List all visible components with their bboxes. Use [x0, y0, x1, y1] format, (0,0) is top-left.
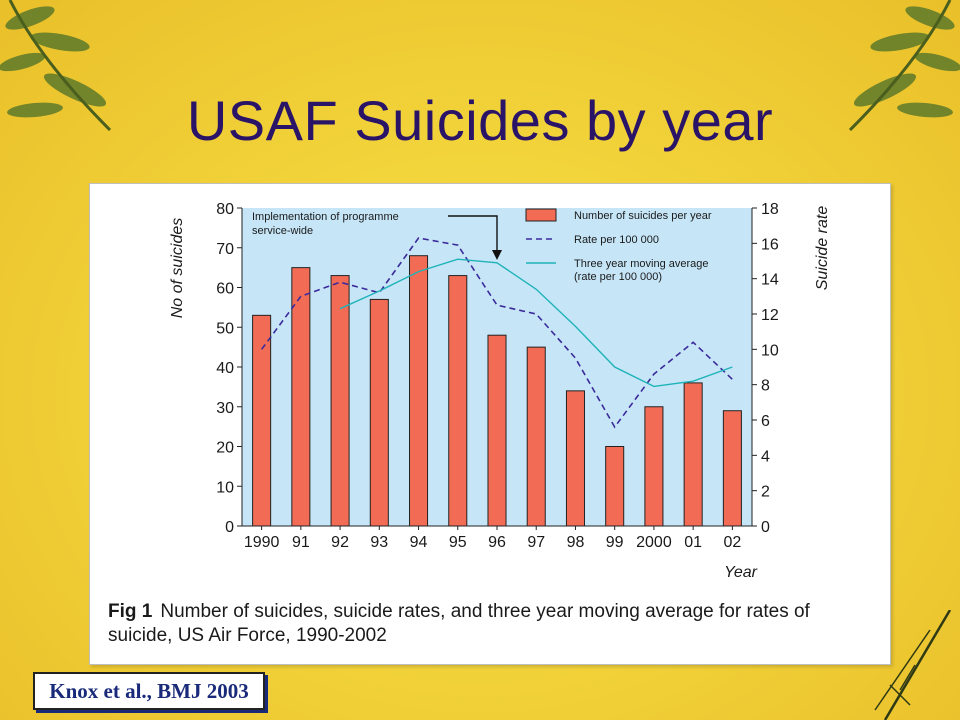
x-tick-label: 2000	[636, 534, 672, 551]
y-tick-label: 30	[216, 400, 234, 417]
y-tick-label: 50	[216, 320, 234, 337]
citation-text: Knox et al., BMJ 2003	[49, 679, 249, 703]
bar-1990	[252, 314, 272, 527]
x-tick-label: 94	[410, 534, 428, 551]
annotation-line1: Implementation of programme	[252, 211, 399, 223]
annotation-arrowhead-icon	[492, 250, 502, 260]
y2-tick-label: 12	[761, 307, 779, 324]
citation-box: Knox et al., BMJ 2003	[33, 672, 265, 710]
x-tick-label: 01	[684, 534, 702, 551]
y2-tick-label: 14	[761, 272, 779, 289]
y-axis-label: No of suicides	[169, 218, 186, 319]
y-tick-label: 20	[216, 440, 234, 457]
y2-tick-label: 2	[761, 484, 770, 501]
y-tick-label: 60	[216, 281, 234, 298]
y2-tick-label: 8	[761, 378, 770, 395]
bar-2000	[644, 406, 664, 527]
bar-96	[487, 334, 507, 527]
y-tick-label: 80	[216, 201, 234, 218]
legend-label-suicides: Number of suicides per year	[574, 210, 712, 222]
legend-label-average-line1: Three year moving average	[574, 258, 709, 270]
figure-caption-label: Fig 1	[108, 601, 153, 622]
y2-tick-label: 16	[761, 236, 779, 253]
y-tick-label: 0	[225, 519, 234, 536]
x-tick-label: 97	[527, 534, 545, 551]
y2-axis-label: Suicide rate	[814, 206, 831, 291]
y2-tick-label: 4	[761, 448, 770, 465]
y2-tick-label: 6	[761, 413, 770, 430]
bar-02	[722, 410, 742, 527]
legend-bar-swatch	[525, 208, 557, 222]
x-tick-label: 92	[331, 534, 349, 551]
rate-line	[260, 237, 733, 429]
bar-99	[605, 446, 625, 527]
x-tick-label: 02	[723, 534, 741, 551]
figure-caption-text: Number of suicides, suicide rates, and t…	[108, 601, 810, 646]
bar-97	[526, 346, 546, 527]
bar-93	[369, 298, 389, 527]
bamboo-stalk-decoration-icon	[874, 610, 952, 720]
bamboo-decoration-right-icon	[848, 0, 960, 132]
bar-91	[291, 267, 311, 527]
x-axis-label: Year	[724, 564, 758, 581]
annotation-line2: service-wide	[252, 225, 313, 237]
legend-label-rate: Rate per 100 000	[574, 234, 659, 246]
bar-98	[565, 390, 585, 527]
y2-tick-label: 10	[761, 342, 779, 359]
x-tick-label: 91	[292, 534, 310, 551]
x-tick-label: 95	[449, 534, 467, 551]
y2-tick-label: 18	[761, 201, 779, 218]
bar-95	[448, 275, 468, 527]
x-tick-label: 99	[606, 534, 624, 551]
slide-title: USAF Suicides by year	[186, 89, 774, 152]
annotation-arrow-line	[448, 215, 498, 254]
bar-92	[330, 275, 350, 527]
y-tick-label: 70	[216, 241, 234, 258]
x-tick-label: 93	[370, 534, 388, 551]
bar-94	[409, 255, 429, 527]
moving-average-line	[339, 258, 733, 388]
x-tick-label: 1990	[244, 534, 280, 551]
x-tick-label: 96	[488, 534, 506, 551]
y2-tick-label: 0	[761, 519, 770, 536]
x-tick-label: 98	[567, 534, 585, 551]
figure-caption: Fig 1 Number of suicides, suicide rates, …	[108, 600, 878, 648]
legend-label-average-line2: (rate per 100 000)	[574, 271, 662, 283]
y-tick-label: 40	[216, 360, 234, 377]
y-tick-label: 10	[216, 479, 234, 496]
bamboo-decoration-left-icon	[0, 0, 112, 132]
bar-01	[683, 382, 703, 527]
figure-panel: 0 10 20 30 40 50 60 70 80 0 2 4 6 8 10 12 14 16 18 1990 91 92…	[89, 183, 891, 665]
